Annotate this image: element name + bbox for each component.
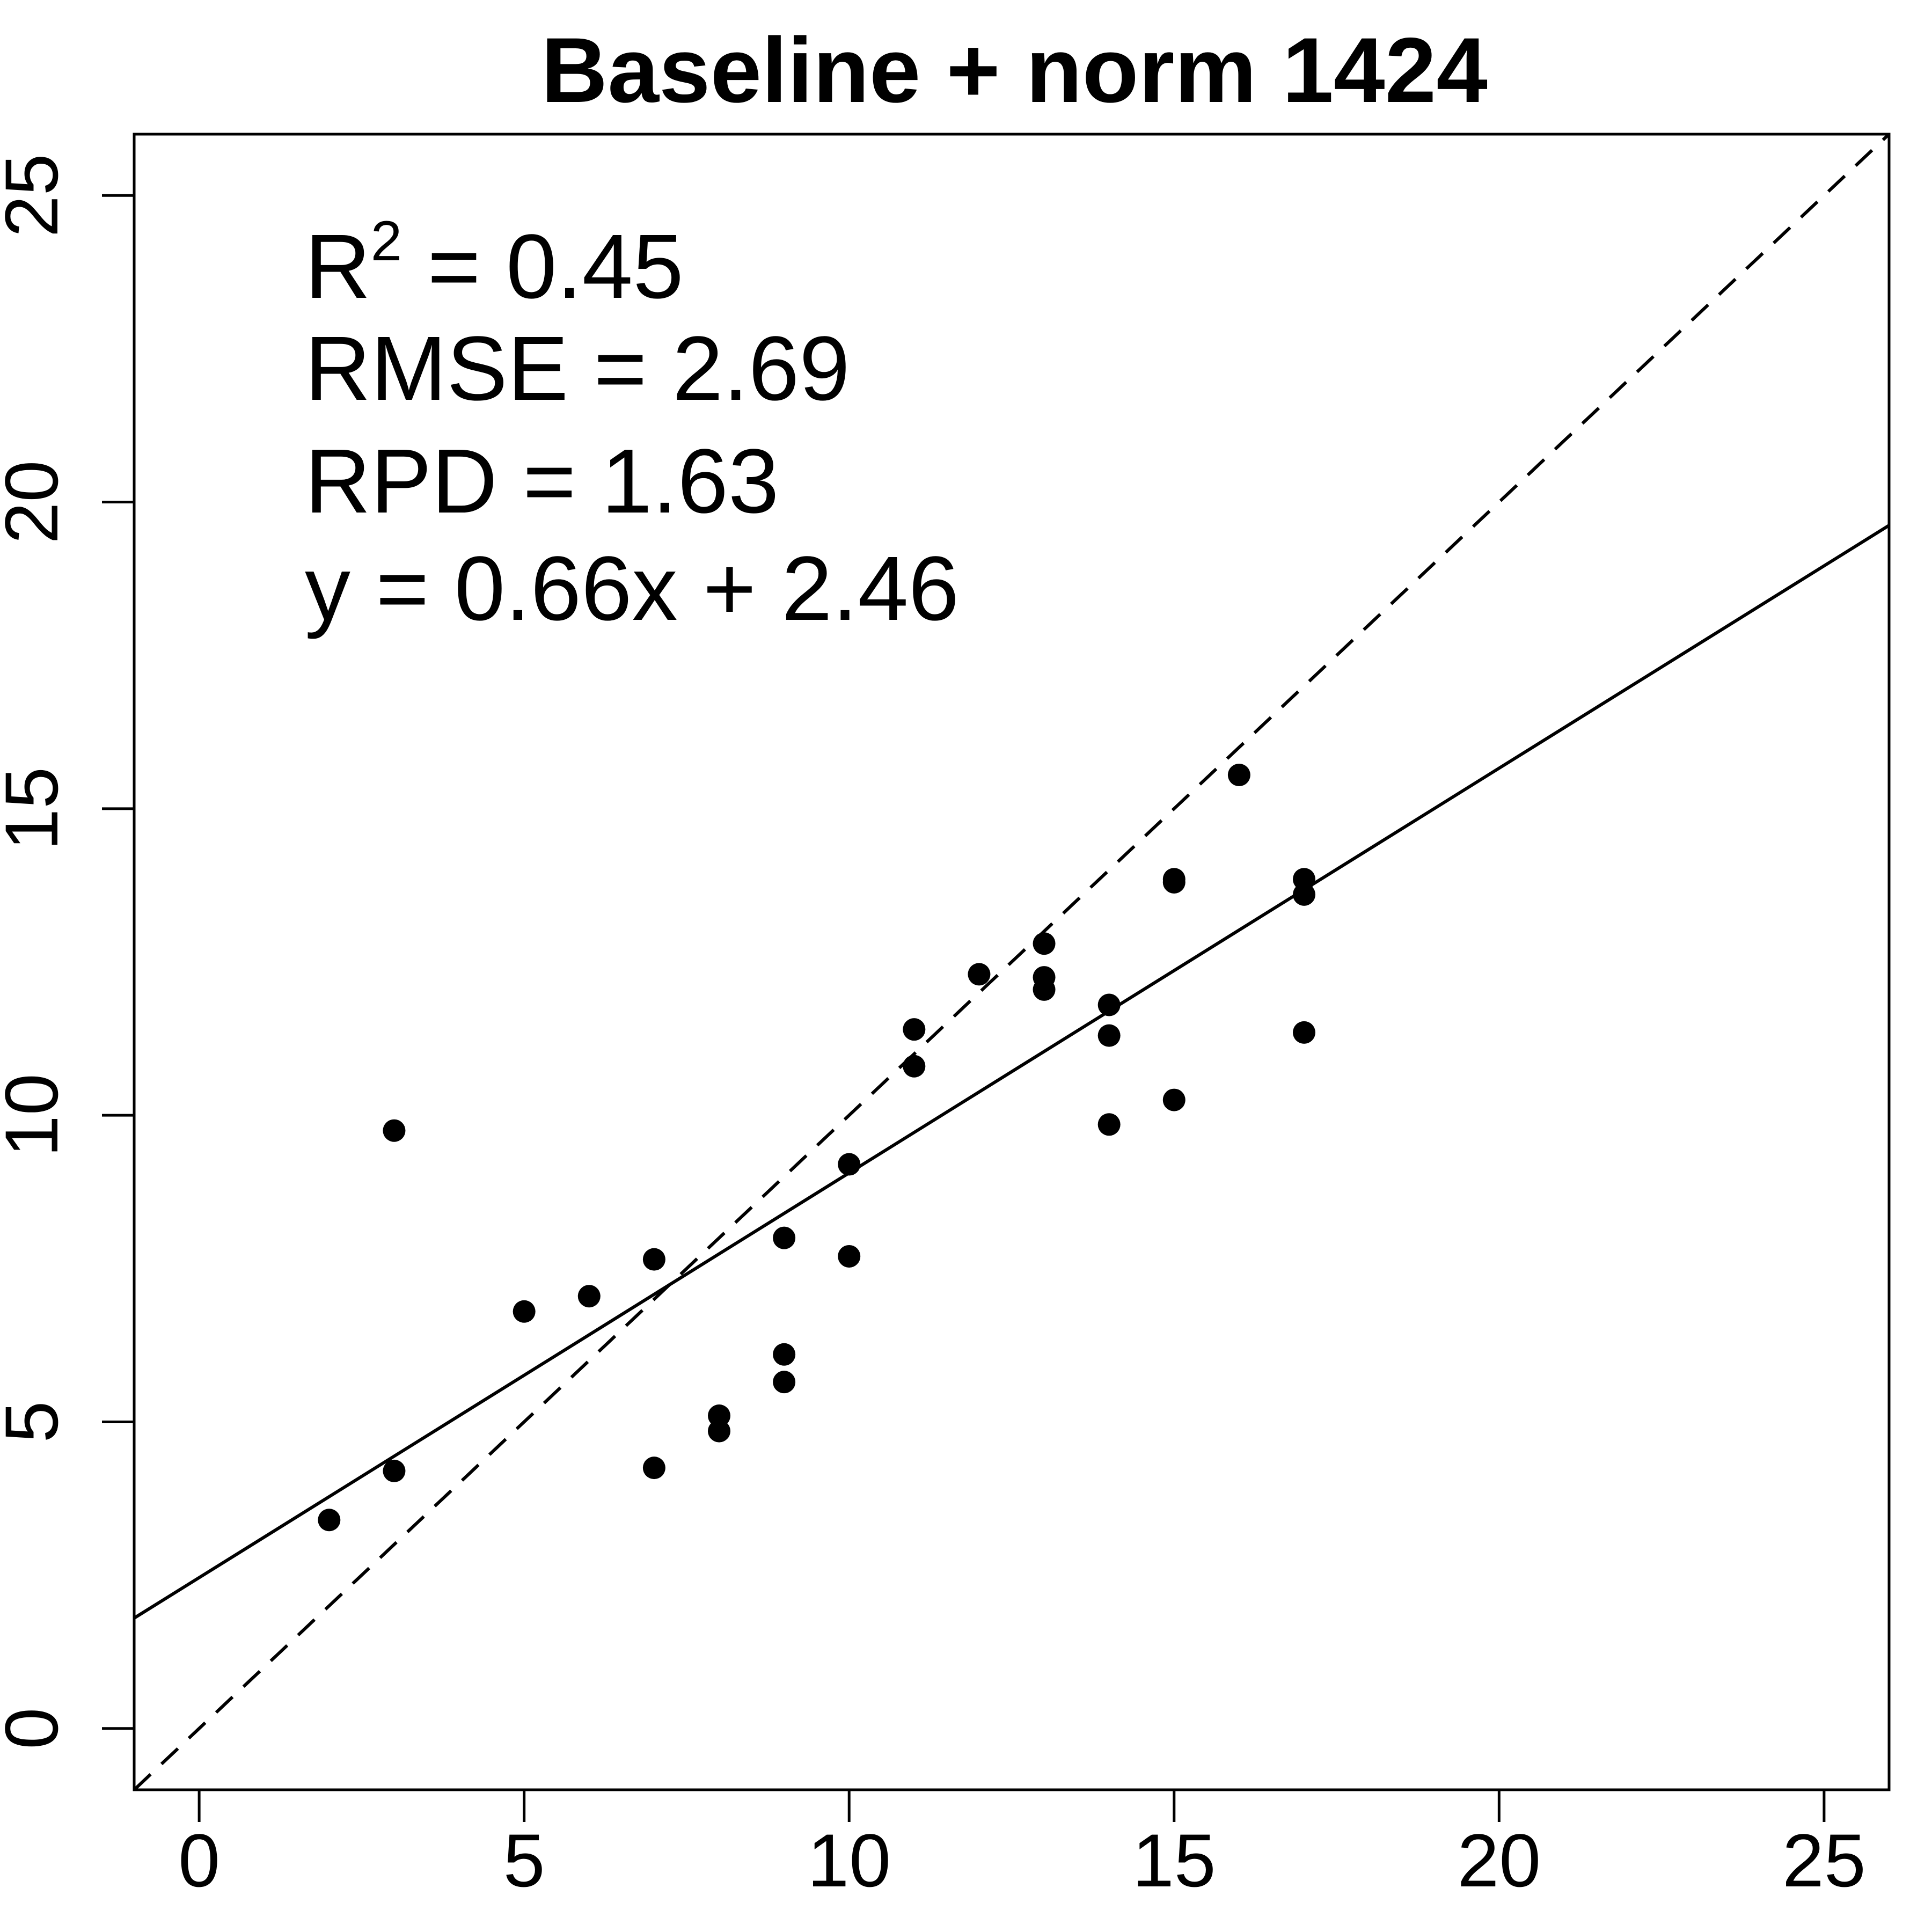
data-point — [773, 1343, 796, 1366]
x-axis: 0 5 10 15 20 25 — [178, 1788, 1866, 1902]
y-tick-label: 5 — [0, 1401, 74, 1443]
data-point — [513, 1300, 536, 1323]
x-tick-label: 25 — [1782, 1818, 1866, 1902]
data-point — [577, 1285, 601, 1308]
fit-lines — [133, 133, 1891, 1791]
data-points — [318, 764, 1315, 1532]
data-point — [838, 1245, 861, 1268]
data-point — [1227, 764, 1250, 787]
x-tick-label: 0 — [178, 1818, 220, 1902]
y-tick-label: 15 — [0, 767, 74, 851]
y-tick-label: 10 — [0, 1073, 74, 1157]
r2-text: R2 = 0.45 — [305, 210, 684, 318]
equation-text: y = 0.66x + 2.46 — [305, 538, 959, 640]
data-point — [773, 1371, 796, 1394]
stats-annotation: R2 = 0.45 RMSE = 2.69 RPD = 1.63 y = 0.6… — [305, 210, 959, 640]
data-point — [383, 1459, 406, 1482]
data-point — [642, 1248, 665, 1271]
y-axis: 0 5 10 15 20 25 — [0, 153, 136, 1750]
x-tick-label: 5 — [503, 1818, 545, 1902]
data-point — [1097, 1113, 1121, 1136]
data-point — [383, 1119, 406, 1142]
rmse-text: RMSE = 2.69 — [305, 318, 850, 420]
data-point — [773, 1226, 796, 1249]
regression-line — [133, 524, 1890, 1620]
data-point — [1033, 932, 1056, 955]
identity-line — [133, 133, 1891, 1791]
data-point — [318, 1509, 341, 1532]
data-point — [1033, 978, 1056, 1001]
y-tick-label: 20 — [0, 460, 74, 544]
data-point — [903, 1018, 926, 1041]
data-point — [1097, 993, 1121, 1016]
data-point — [903, 1055, 926, 1078]
data-point — [1293, 883, 1315, 906]
data-point — [708, 1419, 730, 1443]
y-tick-label: 25 — [0, 153, 74, 237]
chart-title: Baseline + norm 1424 — [541, 19, 1488, 122]
data-point — [1097, 1024, 1121, 1047]
data-point — [1162, 870, 1185, 894]
x-tick-label: 20 — [1457, 1818, 1541, 1902]
x-tick-label: 10 — [807, 1818, 891, 1902]
rpd-text: RPD = 1.63 — [305, 430, 779, 532]
data-point — [1293, 1021, 1315, 1044]
y-tick-label: 0 — [0, 1708, 74, 1750]
data-point — [838, 1153, 861, 1176]
data-point — [1162, 1088, 1185, 1111]
data-point — [642, 1457, 665, 1480]
x-tick-label: 15 — [1132, 1818, 1216, 1902]
data-point — [968, 963, 991, 986]
